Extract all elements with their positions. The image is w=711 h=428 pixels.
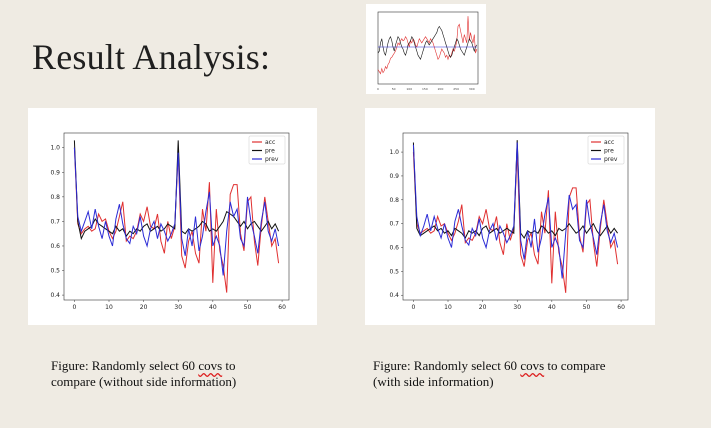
x-tick-label: 60 [617,304,625,311]
thumb-x-tick-label: 0 [377,87,379,91]
y-tick-label: 0.6 [50,243,60,250]
legend-label-acc: acc [604,139,614,146]
slide-title: Result Analysis: [32,37,271,77]
x-tick-label: 20 [140,304,148,311]
y-tick-label: 0.8 [389,197,399,204]
thumbnail-chart: 0 50 100 150 200 250 300 [377,11,479,91]
y-tick-label: 0.4 [389,292,399,299]
legend-label-pre: pre [604,148,614,155]
legend-label-pre: pre [265,148,275,155]
series-line-s0 [377,16,478,75]
y-tick-label: 0.8 [50,194,60,201]
plot-frame [63,132,290,301]
chart-panel-with-side-info: 0 10 20 30 40 50 60 0.4 0.5 0.6 0.7 0.8 0.9 1.0 acc pre… [365,108,655,325]
y-tick-label: 0.5 [389,268,399,275]
chart-panel-without-side-info: 0 10 20 30 40 50 60 0.4 0.5 0.6 0.7 0.8 0.9 1.0 acc pre… [28,108,317,325]
y-tick-label: 0.7 [389,221,399,228]
thumb-x-tick-label: 150 [422,87,428,91]
thumb-x-tick-label: 200 [438,87,444,91]
x-tick-label: 30 [174,304,182,311]
legend-label-acc: acc [265,139,275,146]
x-tick-label: 60 [278,304,286,311]
thumb-x-tick-label: 300 [469,87,475,91]
y-tick-label: 0.6 [389,245,399,252]
caption-right-line1-post: to compare [544,358,606,373]
x-tick-label: 20 [479,304,487,311]
legend-box [248,135,286,165]
caption-left-line2: compare (without side information) [51,374,237,389]
y-tick-label: 0.9 [50,169,60,176]
x-tick-label: 10 [444,304,452,311]
x-tick-label: 40 [209,304,217,311]
y-tick-label: 1.0 [50,145,60,152]
legend-label-prev: prev [604,156,618,163]
x-tick-label: 50 [583,304,591,311]
thumb-x-tick-label: 50 [392,87,396,91]
caption-left-line1-post: to [222,358,236,373]
thumbnail-chart-panel: 0 50 100 150 200 250 300 [366,4,486,94]
x-tick-label: 0 [411,304,415,311]
x-tick-label: 40 [548,304,556,311]
x-tick-label: 50 [244,304,252,311]
y-tick-label: 0.5 [50,268,60,275]
legend-box [587,135,625,165]
caption-without-side-info: Figure: Randomly select 60 covs to compa… [51,358,301,390]
y-tick-label: 0.7 [50,218,60,225]
thumb-x-tick-label: 100 [406,87,412,91]
series-line-prev [73,147,280,276]
caption-right-spellcheck-word: covs [520,358,545,373]
caption-right-line2: (with side information) [373,374,494,389]
x-tick-label: 10 [105,304,113,311]
plot-frame [402,132,629,301]
y-tick-label: 0.9 [389,173,399,180]
caption-left-line1-pre: Figure: Randomly select 60 [51,358,199,373]
x-tick-label: 0 [72,304,76,311]
caption-right-line1-pre: Figure: Randomly select 60 [373,358,521,373]
series-line-s1 [377,25,478,61]
chart-without-side-info: 0 10 20 30 40 50 60 0.4 0.5 0.6 0.7 0.8 0.9 1.0 acc pre… [50,132,290,311]
caption-left-spellcheck-word: covs [198,358,223,373]
y-tick-label: 0.4 [50,292,60,299]
thumb-x-tick-label: 250 [453,87,459,91]
x-tick-label: 30 [513,304,521,311]
plot-frame [377,11,479,85]
series-line-prev [412,142,619,279]
chart-with-side-info: 0 10 20 30 40 50 60 0.4 0.5 0.6 0.7 0.8 0.9 1.0 acc pre… [389,132,629,311]
y-tick-label: 1.0 [389,149,399,156]
series-line-acc [73,147,280,293]
caption-with-side-info: Figure: Randomly select 60 covs to compa… [373,358,653,390]
legend-label-prev: prev [265,156,279,163]
